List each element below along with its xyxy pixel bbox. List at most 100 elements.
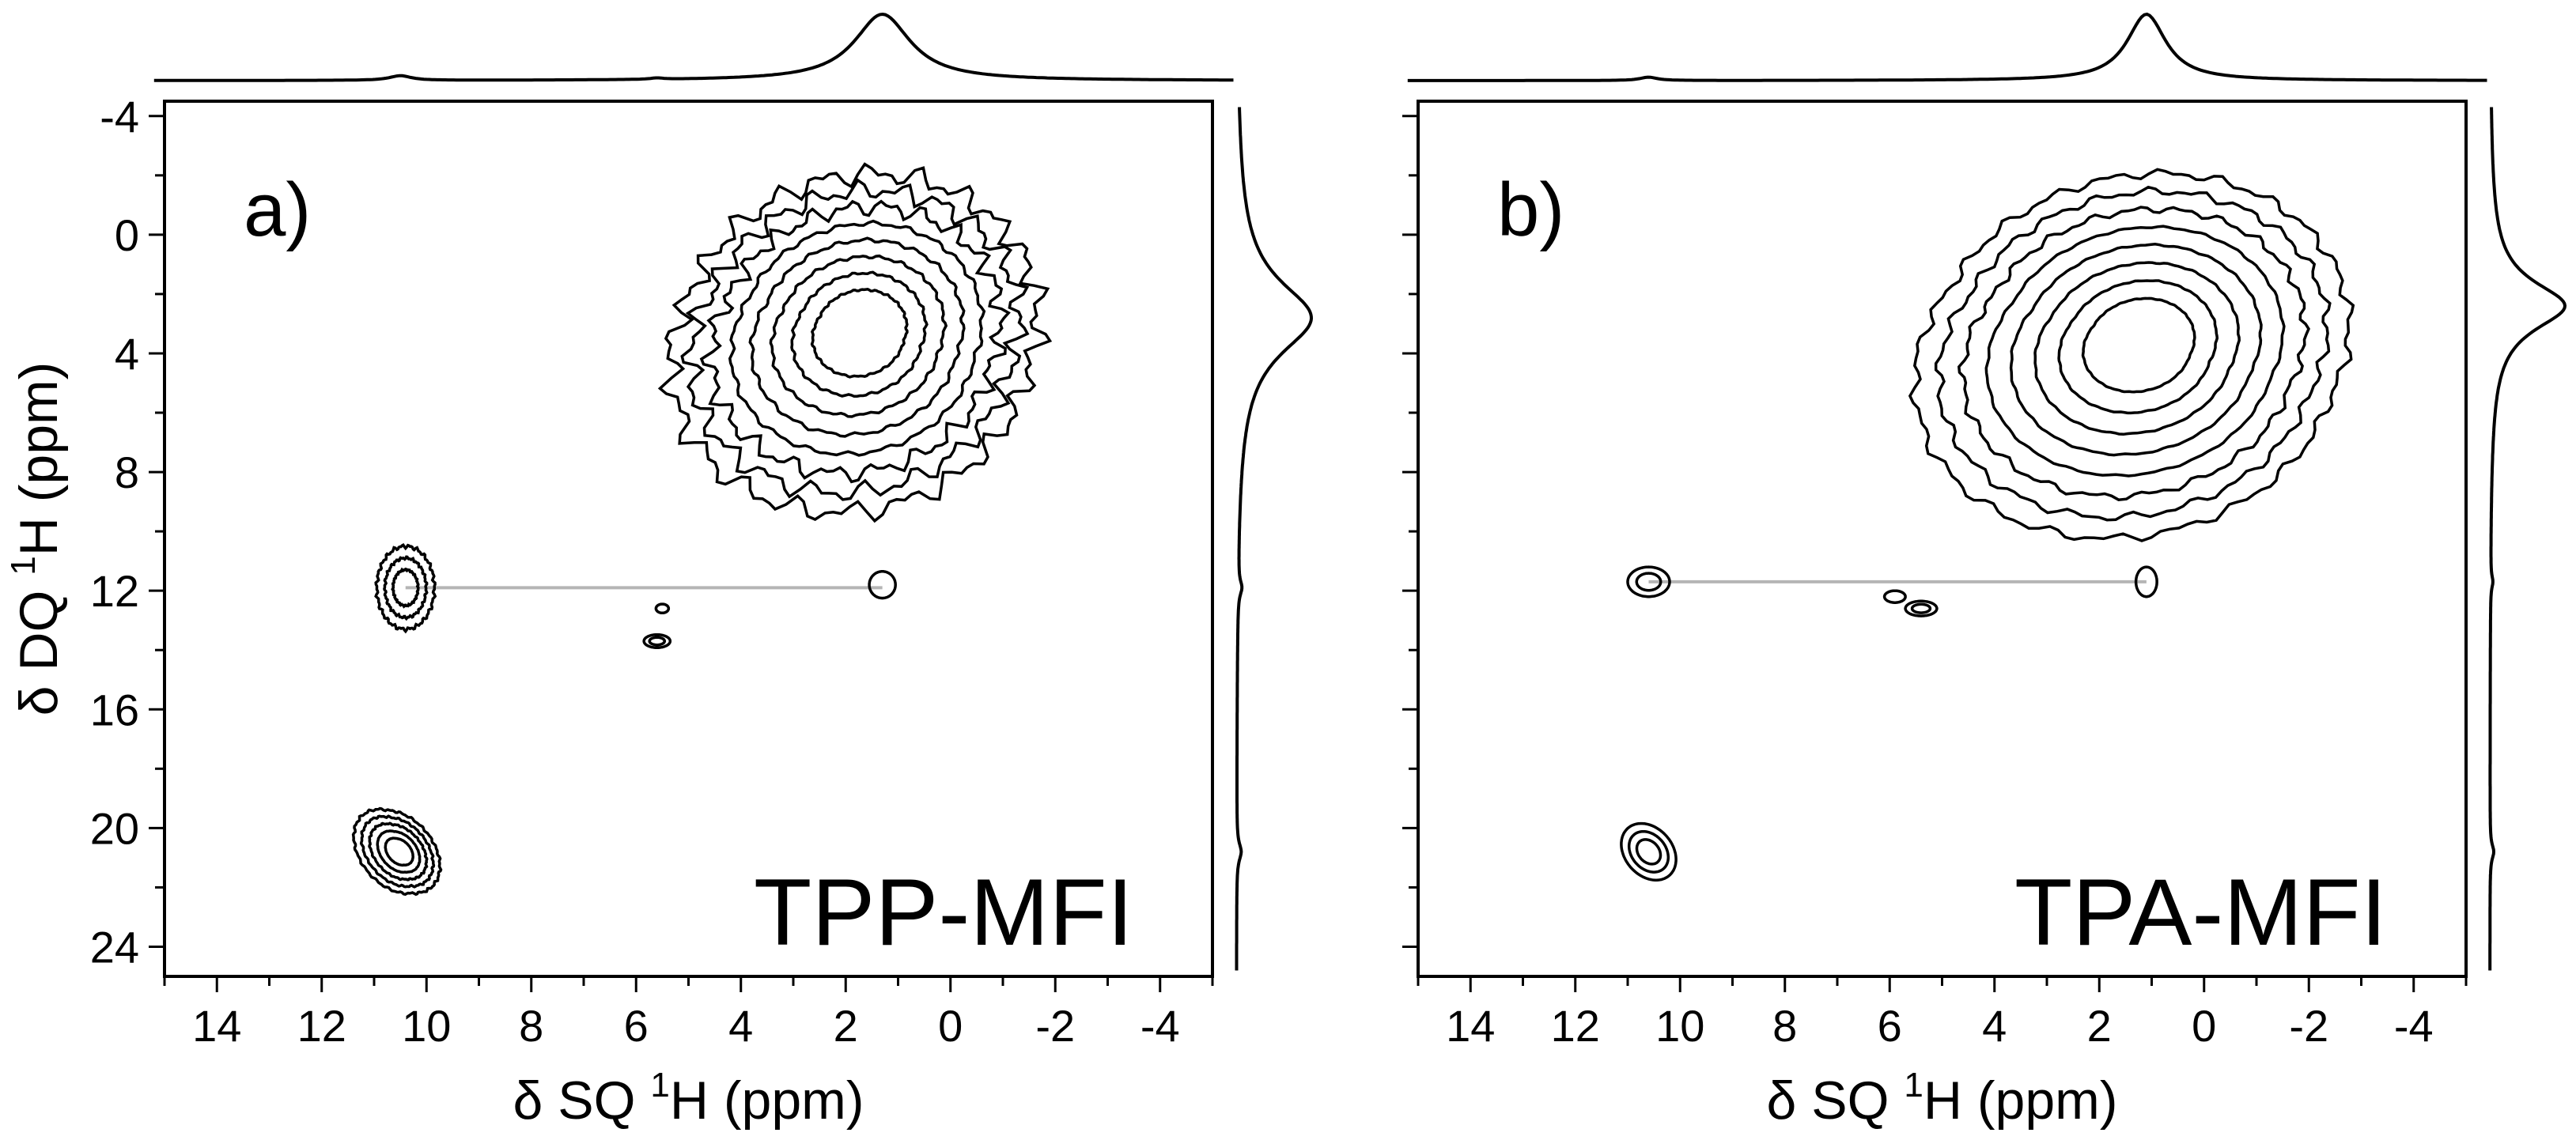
sample-label-b: TPA-MFI: [2014, 859, 2387, 965]
contour-level: [810, 287, 909, 379]
x-tick-label: 6: [1878, 1001, 1902, 1051]
y-axis-title: δ DQ 1H (ppm): [4, 362, 69, 716]
x-tick-label: 2: [2087, 1001, 2112, 1051]
x-tick-label: 4: [728, 1001, 753, 1051]
x-axis-title-b: δ SQ 1H (ppm): [1767, 1066, 2118, 1131]
contour-level: [1620, 821, 1678, 882]
y-tick-label: 4: [115, 329, 139, 379]
contour-peak: [657, 162, 1053, 523]
contour-peak: [1620, 821, 1678, 882]
contour-peak: [1626, 565, 1671, 598]
plot-frame-a: [163, 100, 1214, 978]
contour-peak: [2134, 565, 2158, 598]
axis-ticks-a: [149, 115, 1214, 992]
contour-peak: [374, 543, 437, 634]
contour-peaks-b: [1620, 168, 2355, 882]
contour-peak: [868, 570, 897, 600]
y-tick-label: 16: [90, 685, 139, 734]
x-tick-label: 8: [1772, 1001, 1797, 1051]
contour-level: [368, 821, 429, 882]
x-tick-label: -2: [2289, 1001, 2328, 1051]
x-tick-label: 6: [624, 1001, 649, 1051]
x-tick-label: 14: [192, 1001, 241, 1051]
contour-level: [699, 199, 1011, 484]
contour-level: [391, 567, 420, 609]
contour-level: [1910, 602, 1932, 614]
contour-level: [657, 162, 1053, 523]
x-tick-label: 0: [938, 1001, 963, 1051]
panel-label-a: a): [244, 168, 311, 252]
x-tick-label: 14: [1446, 1001, 1495, 1051]
x-tick-label: 12: [1551, 1001, 1600, 1051]
contour-level: [1984, 225, 2286, 478]
contour-level: [383, 555, 429, 621]
contour-level: [654, 602, 671, 615]
contour-level: [728, 219, 986, 457]
contour-level: [374, 543, 437, 634]
x-tick-label: 2: [834, 1001, 858, 1051]
y-tick-label: -4: [100, 92, 139, 142]
contour-peak: [351, 806, 443, 897]
contour-level: [376, 829, 422, 874]
y-tick-label: 12: [90, 566, 139, 616]
x-tick-label: -4: [1140, 1001, 1180, 1051]
contour-peaks-a: [351, 162, 1053, 897]
x-tick-label: 10: [1655, 1001, 1704, 1051]
contour-level: [1904, 599, 1939, 617]
contour-level: [359, 814, 436, 889]
contour-level: [2033, 261, 2241, 436]
x-tick-label: 8: [519, 1001, 543, 1051]
contour-level: [2057, 279, 2219, 415]
contour-level: [2134, 565, 2158, 598]
contour-level: [2009, 243, 2263, 457]
sq-projection-a: [153, 12, 1234, 82]
y-tick-labels-a: -4 0 4 8 12 16 20 24: [90, 92, 139, 972]
dq-projection-b: [2488, 107, 2567, 971]
panel-b: 14 12 10 8 6 4 2 0 -2 -4 b) TPA-MFI δ SQ 1H (ppm): [1402, 12, 2567, 1131]
x-tick-label: 4: [1982, 1001, 2007, 1051]
contour-level: [680, 178, 1030, 501]
x-tick-label: -2: [1035, 1001, 1075, 1051]
contour-level: [769, 254, 948, 418]
contour-level: [1882, 589, 1907, 604]
contour-peak: [1882, 589, 1907, 604]
contour-peak: [654, 602, 671, 615]
panel-label-b: b): [1497, 168, 1564, 252]
contour-level: [1635, 838, 1662, 866]
x-tick-label: 12: [297, 1001, 346, 1051]
plot-frame-b: [1417, 100, 2468, 978]
contour-level: [2081, 296, 2196, 394]
contour-level: [1635, 572, 1662, 592]
contour-level: [1957, 206, 2310, 501]
x-tick-labels-a: 14 12 10 8 6 4 2 0 -2 -4: [192, 1001, 1180, 1051]
sq-projection-b: [1407, 12, 2487, 82]
contour-level: [1627, 829, 1670, 874]
x-tick-label: 0: [2192, 1001, 2216, 1051]
contour-level: [642, 632, 672, 649]
contour-level: [648, 636, 667, 647]
y-tick-label: 24: [90, 922, 139, 972]
x-tick-label: -4: [2394, 1001, 2434, 1051]
contour-level: [1908, 168, 2355, 542]
contour-peak: [1904, 599, 1939, 617]
x-tick-label: 10: [402, 1001, 451, 1051]
x-axis-title-a: δ SQ 1H (ppm): [513, 1066, 864, 1131]
x-tick-labels-b: 14 12 10 8 6 4 2 0 -2 -4: [1446, 1001, 2434, 1051]
y-tick-label: 8: [115, 447, 139, 497]
y-tick-label: 0: [115, 210, 139, 260]
contour-level: [384, 836, 414, 867]
contour-level: [790, 270, 929, 398]
contour-level: [351, 806, 443, 897]
contour-level: [748, 236, 966, 438]
sample-label-a: TPP-MFI: [754, 859, 1133, 965]
contour-level: [868, 570, 897, 600]
y-tick-label: 20: [90, 803, 139, 853]
contour-peak: [642, 632, 672, 649]
contour-peak: [1908, 168, 2355, 542]
axis-ticks-b: [1402, 115, 2468, 992]
contour-level: [1626, 565, 1671, 598]
contour-level: [1934, 185, 2332, 522]
dq-projection-a: [1235, 107, 1314, 971]
